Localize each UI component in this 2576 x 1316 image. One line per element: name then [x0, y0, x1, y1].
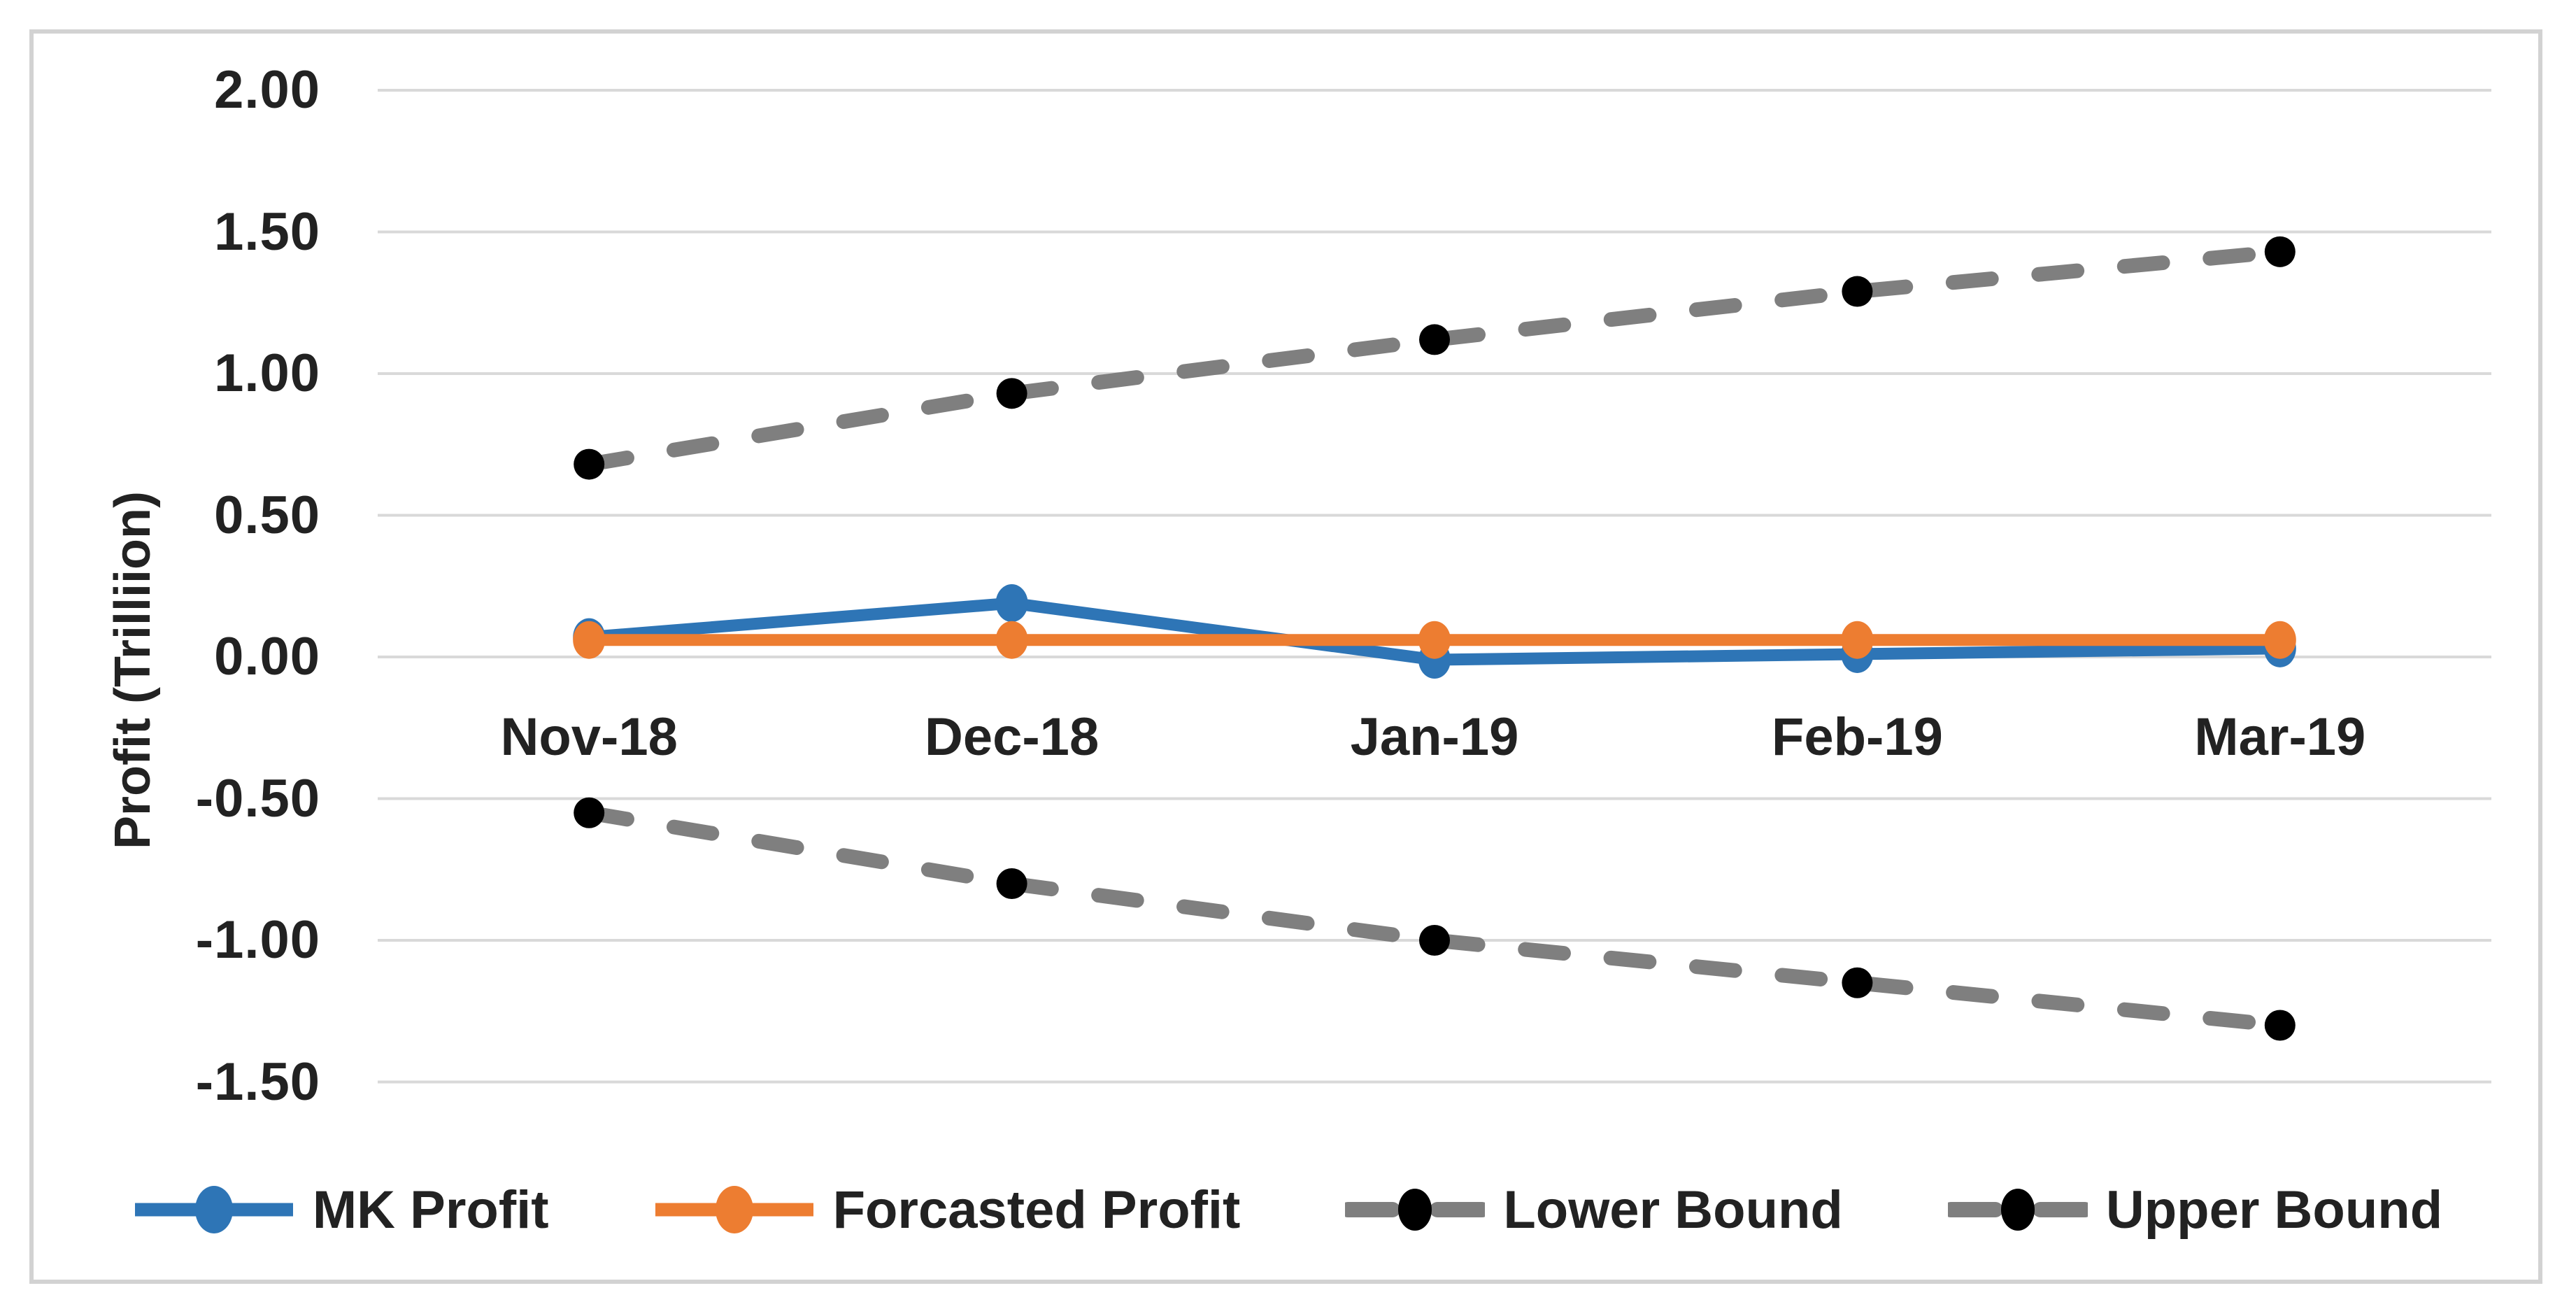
legend-item[interactable]: MK Profit [134, 1171, 549, 1248]
data-point-marker [995, 584, 1028, 623]
x-category-label: Jan-19 [1350, 707, 1519, 767]
x-category-label: Feb-19 [1771, 707, 1943, 767]
legend-swatch [1947, 1189, 2088, 1231]
data-point-marker [2263, 621, 2296, 659]
y-tick-label: -0.50 [195, 768, 320, 828]
series-line-lower-bound [581, 805, 2288, 1033]
legend-swatch [655, 1186, 813, 1233]
data-point-marker [1419, 925, 1450, 956]
y-tick-label: -1.00 [195, 910, 320, 970]
y-tick-label: 0.00 [214, 627, 320, 686]
data-point-marker [1842, 967, 1873, 998]
y-tick-label: 0.50 [214, 485, 320, 545]
y-tick-label: -1.50 [195, 1052, 320, 1112]
y-axis-title: Profit (Trilliion) [105, 491, 161, 849]
data-point-marker [1841, 621, 1874, 659]
y-tick-label: 2.00 [214, 60, 320, 120]
data-point-marker [574, 797, 605, 828]
legend-label: MK Profit [312, 1180, 549, 1240]
legend-swatch [134, 1186, 293, 1233]
legend-item[interactable]: Lower Bound [1345, 1171, 1843, 1248]
data-point-marker [573, 621, 606, 659]
data-point-marker [1418, 621, 1451, 659]
x-category-label: Dec-18 [924, 707, 1100, 767]
data-point-marker [2264, 1010, 2296, 1041]
legend-label: Upper Bound [2105, 1180, 2443, 1240]
data-point-marker [995, 621, 1028, 659]
data-point-marker [996, 868, 1027, 899]
series-line-upper-bound [581, 244, 2288, 472]
legend-swatch [1345, 1189, 1486, 1231]
legend-label: Lower Bound [1503, 1180, 1843, 1240]
x-category-label: Nov-18 [500, 707, 678, 767]
data-point-marker [574, 448, 605, 480]
legend-item[interactable]: Upper Bound [1947, 1171, 2443, 1248]
data-point-marker [996, 378, 1027, 409]
data-point-marker [1842, 276, 1873, 307]
data-point-marker [1419, 324, 1450, 355]
legend-item[interactable]: Forcasted Profit [654, 1171, 1241, 1248]
y-tick-label: 1.00 [214, 344, 320, 403]
legend-label: Forcasted Profit [832, 1180, 1241, 1240]
data-point-marker [2264, 236, 2296, 267]
chart-legend: MK Profit Forcasted Profit Lower Bound Uppe… [0, 1164, 2576, 1255]
y-tick-label: 1.50 [214, 201, 320, 262]
x-category-label: Mar-19 [2194, 707, 2366, 767]
